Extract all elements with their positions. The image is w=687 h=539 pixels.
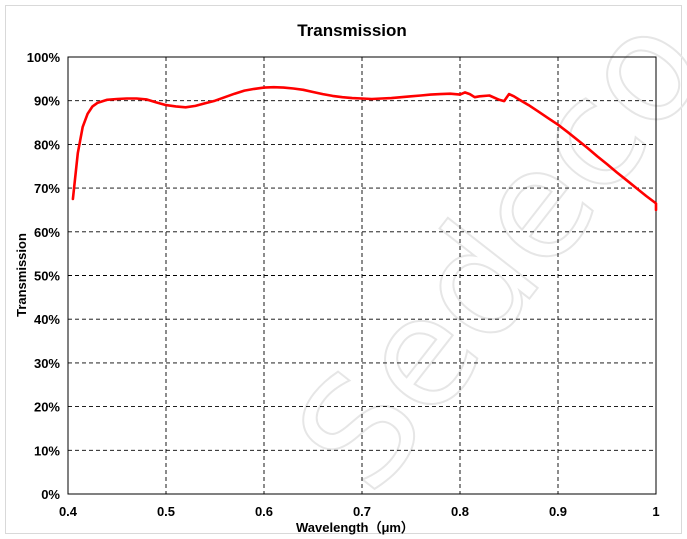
y-tick-label: 40% (34, 312, 60, 327)
x-tick-labels: 0.4 0.5 0.6 0.7 0.8 0.9 1 (59, 504, 660, 519)
chart-title: Transmission (297, 21, 407, 40)
x-tick-label: 0.8 (451, 504, 469, 519)
watermark: Sedeco (263, 0, 687, 522)
y-tick-label: 30% (34, 356, 60, 371)
grid-lines (68, 57, 656, 494)
y-tick-label: 20% (34, 400, 60, 415)
x-tick-label: 0.5 (157, 504, 175, 519)
y-axis-label: Transmission (14, 233, 29, 317)
y-tick-label: 10% (34, 443, 60, 458)
y-tick-labels: 0% 10% 20% 30% 40% 50% 60% 70% 80% 90% 100% (27, 50, 61, 502)
y-tick-label: 50% (34, 269, 60, 284)
y-tick-label: 90% (34, 94, 60, 109)
y-tick-label: 80% (34, 137, 60, 152)
x-tick-label: 0.9 (549, 504, 567, 519)
plot-area-border (67, 56, 657, 495)
series-line-transmission (71, 85, 658, 212)
y-tick-label: 60% (34, 225, 60, 240)
x-tick-label: 0.7 (353, 504, 371, 519)
y-tick-label: 70% (34, 181, 60, 196)
x-tick-label: 1 (652, 504, 659, 519)
y-tick-label: 100% (27, 50, 61, 65)
chart-frame (5, 5, 682, 534)
x-tick-label: 0.4 (59, 504, 78, 519)
x-tick-label: 0.6 (255, 504, 273, 519)
y-tick-label: 0% (41, 487, 60, 502)
x-axis-label: Wavelength（μm） (296, 520, 414, 535)
